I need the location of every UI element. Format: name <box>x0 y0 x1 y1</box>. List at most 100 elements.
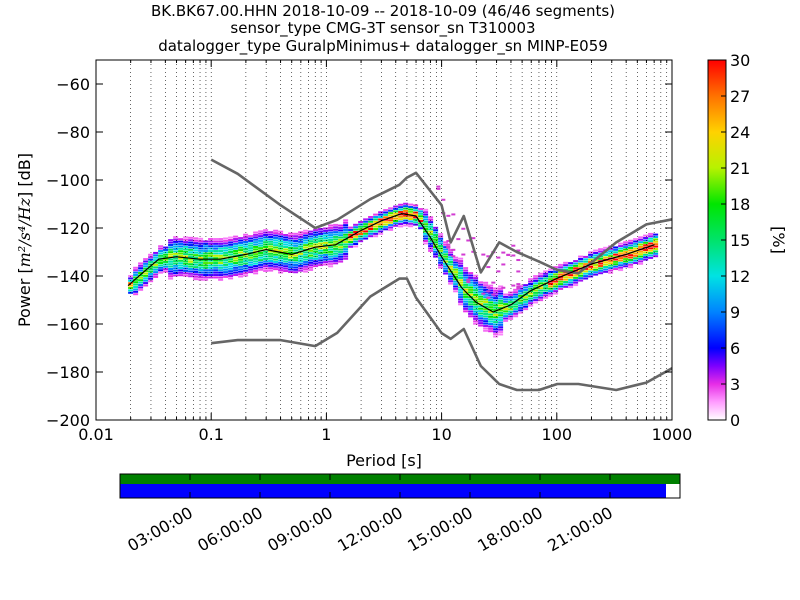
heatmap-cell <box>501 286 506 289</box>
heatmap-cell <box>148 256 154 259</box>
heatmap-cell <box>638 250 644 253</box>
heatmap-cell <box>478 305 484 308</box>
heatmap-cell <box>138 286 144 289</box>
heatmap-cell <box>486 255 491 258</box>
heatmap-cell <box>508 315 514 318</box>
heatmap-cell <box>223 263 229 266</box>
heatmap-cell <box>328 255 334 258</box>
heatmap-cell <box>208 276 214 279</box>
heatmap-cell <box>433 248 439 251</box>
heatmap-cell <box>493 292 499 295</box>
heatmap-cell <box>433 250 439 253</box>
heatmap-cell <box>548 282 554 285</box>
heatmap-cell <box>453 283 459 286</box>
heatmap-cell <box>373 216 379 219</box>
heatmap-cell <box>451 248 456 251</box>
heatmap-cell <box>138 288 144 291</box>
heatmap-cell <box>343 236 349 239</box>
heatmap-cell <box>463 288 469 291</box>
heatmap-cell <box>268 260 274 263</box>
heatmap-cell <box>323 232 329 235</box>
heatmap-cell <box>228 265 234 268</box>
heatmap-cell <box>448 265 454 268</box>
heatmap-cell <box>283 260 289 263</box>
heatmap-cell <box>228 270 234 273</box>
heatmap-cell <box>238 275 244 278</box>
heatmap-cell <box>183 238 189 241</box>
heatmap-cell <box>148 263 154 266</box>
heatmap-cell <box>483 303 489 306</box>
heatmap-cell <box>133 266 139 269</box>
heatmap-cell <box>283 236 289 239</box>
heatmap-cell <box>203 242 209 245</box>
heatmap-cell <box>213 240 219 243</box>
heatmap-cell <box>213 269 219 272</box>
heatmap-cell <box>446 246 451 249</box>
heatmap-cell <box>448 258 454 261</box>
heatmap-cell <box>533 299 539 302</box>
heatmap-cell <box>293 266 299 269</box>
heatmap-cell <box>263 260 269 263</box>
heatmap-cell <box>143 279 149 282</box>
heatmap-cell <box>168 260 174 263</box>
heatmap-cell <box>488 299 494 302</box>
heatmap-cell <box>173 257 179 260</box>
heatmap-cell <box>128 277 134 280</box>
heatmap-cell <box>468 308 474 311</box>
heatmap-cell <box>643 258 649 261</box>
heatmap-cell <box>583 258 589 261</box>
heatmap-cell <box>158 266 164 269</box>
heatmap-cell <box>288 251 294 254</box>
heatmap-cell <box>263 241 269 244</box>
heatmap-cell <box>193 270 199 273</box>
heatmap-cell <box>193 268 199 271</box>
heatmap-cell <box>343 224 349 227</box>
heatmap-cell <box>623 255 629 258</box>
heatmap-cell <box>273 251 279 254</box>
heatmap-cell <box>408 205 414 208</box>
heatmap-cell <box>338 258 344 261</box>
heatmap-cell <box>443 272 449 275</box>
heatmap-cell <box>563 276 569 279</box>
heatmap-cell <box>153 266 159 269</box>
heatmap-cell <box>218 266 224 269</box>
heatmap-cell <box>583 263 589 266</box>
heatmap-cell <box>483 320 489 323</box>
colorbar-tick-label: 12 <box>730 267 750 286</box>
heatmap-cell <box>463 271 469 274</box>
heatmap-cell <box>603 246 609 249</box>
heatmap-cell <box>433 236 439 239</box>
heatmap-cell <box>138 269 144 272</box>
heatmap-cell <box>638 257 644 260</box>
heatmap-cell <box>208 240 214 243</box>
heatmap-cell <box>218 276 224 279</box>
heatmap-cell <box>148 272 154 275</box>
heatmap-cell <box>173 243 179 246</box>
heatmap-cell <box>451 213 456 216</box>
heatmap-cell <box>633 252 639 255</box>
heatmap-cell <box>398 225 404 228</box>
heatmap-cell <box>413 209 419 212</box>
heatmap-cell <box>608 247 614 250</box>
heatmap-cell <box>343 219 349 222</box>
heatmap-cell <box>193 254 199 257</box>
heatmap-cell <box>203 266 209 269</box>
heatmap-cell <box>578 262 584 265</box>
heatmap-cell <box>493 323 499 326</box>
heatmap-cell <box>268 250 274 253</box>
heatmap-cell <box>243 240 249 243</box>
heatmap-cell <box>393 224 399 227</box>
heatmap-cell <box>453 285 459 288</box>
heatmap-cell <box>193 261 199 264</box>
heatmap-cell <box>498 333 504 336</box>
heatmap-cell <box>188 256 194 259</box>
heatmap-cell <box>513 296 519 299</box>
heatmap-cell <box>223 259 229 262</box>
heatmap-cell <box>438 242 444 245</box>
heatmap-cell <box>473 315 479 318</box>
heatmap-cell <box>633 254 639 257</box>
heatmap-cell <box>398 208 404 211</box>
heatmap-cell <box>218 264 224 267</box>
heatmap-cell <box>618 266 624 269</box>
heatmap-cell <box>378 218 384 221</box>
